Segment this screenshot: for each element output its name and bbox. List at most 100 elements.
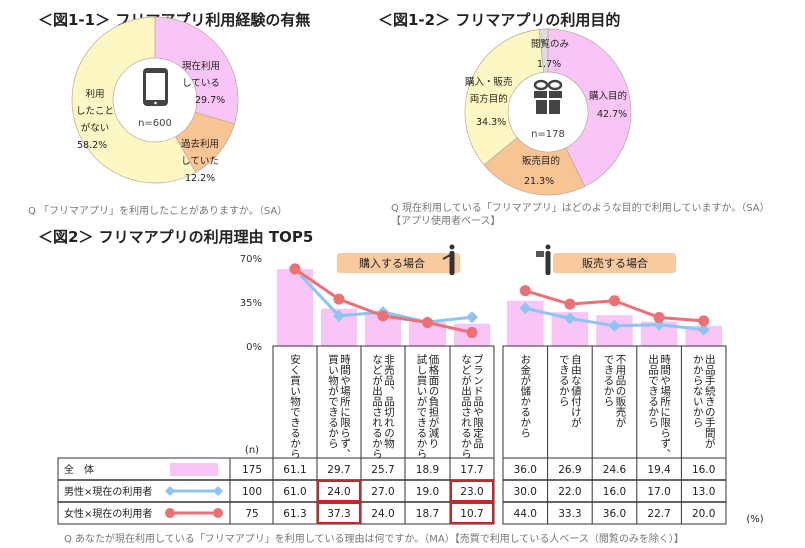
n-value: 100 xyxy=(242,486,262,498)
highlight-box xyxy=(317,480,361,502)
slice-value: 58.2% xyxy=(77,140,108,151)
slice-value: 29.7% xyxy=(195,95,226,106)
seller-person-gift-icon xyxy=(536,244,551,275)
category-label: できるから xyxy=(603,354,615,407)
category-label: 試し買いができるから xyxy=(416,353,428,460)
category-label: 自由な値付けが xyxy=(570,353,582,427)
category-label: 時間や場所に限らず、 xyxy=(659,354,671,459)
slice-label: 販売目的 xyxy=(522,156,561,167)
highlight-box xyxy=(450,502,494,524)
table-cell: 27.0 xyxy=(371,486,394,498)
table-cell: 24.0 xyxy=(371,508,394,520)
donut-slice xyxy=(538,28,549,73)
highlight-box xyxy=(450,480,494,502)
legend-circle-marker xyxy=(165,508,175,518)
point-male xyxy=(466,311,478,324)
table-cell: 29.7 xyxy=(327,464,350,476)
table-cell: 26.9 xyxy=(558,464,581,476)
slice-value: 21.3% xyxy=(524,176,555,187)
category-label: 時間や場所に限らず、 xyxy=(339,354,351,459)
fig2-caption: Q あなたが現在利用している「フリマアプリ」を利用している理由は何ですか。（MA… xyxy=(64,534,684,545)
donut-usage-experience: n=600 xyxy=(71,16,239,184)
slice-label: 閲覧のみ xyxy=(531,39,570,50)
point-female xyxy=(422,316,433,328)
table-cell: 24.0 xyxy=(327,486,350,498)
table-cell: 16.0 xyxy=(603,486,626,498)
fig2-title: ＜図2＞ フリマアプリの利用理由 TOP5 xyxy=(38,228,314,246)
slice-label: 過去利用 していた xyxy=(181,139,220,167)
fig1-2-caption-base: 【アプリ使用者ベース】 xyxy=(391,216,501,227)
point-male xyxy=(333,309,345,322)
table-cell: 18.7 xyxy=(416,508,439,520)
table-cell: 13.0 xyxy=(692,486,715,498)
donut-slice xyxy=(71,16,197,184)
point-female xyxy=(377,310,389,322)
slice-value: 1.7% xyxy=(537,59,562,70)
n-value: 175 xyxy=(242,464,262,476)
category-label: かからないから xyxy=(692,354,704,428)
point-female xyxy=(333,293,345,305)
table-cell: 61.1 xyxy=(283,464,306,476)
fig1-1-caption: Q 「フリマアプリ」を利用したことがありますか。（SA） xyxy=(28,206,288,217)
table-cell: 23.0 xyxy=(460,486,483,498)
slice-label: 利用 したこと がない xyxy=(76,89,115,134)
table-cell: 24.6 xyxy=(603,464,627,476)
table-cell: 36.0 xyxy=(514,464,537,476)
slice-value: 12.2% xyxy=(185,173,216,184)
point-male xyxy=(563,312,576,325)
point-female xyxy=(289,263,301,275)
donut-slice xyxy=(154,16,239,125)
group-badge xyxy=(553,253,676,273)
table-cell: 22.7 xyxy=(647,508,670,520)
y-tick-label: 35% xyxy=(240,298,262,309)
table-cell: 19.0 xyxy=(416,486,439,498)
group-label: 販売する場合 xyxy=(582,256,648,270)
category-label: 非売品、品切れの物 xyxy=(383,354,395,449)
table-cell: 10.7 xyxy=(460,508,483,520)
table-cell: 16.0 xyxy=(692,464,715,476)
table-cell: 44.0 xyxy=(514,508,537,520)
y-tick-label: 70% xyxy=(240,254,262,265)
donut-usage-purpose: n=178 xyxy=(464,28,632,196)
table-cell: 61.0 xyxy=(283,486,306,498)
category-label: 出品できるから xyxy=(647,353,659,428)
category-label: できるから xyxy=(558,354,570,407)
table-cell: 30.0 xyxy=(514,486,537,498)
table-cell: 18.9 xyxy=(416,464,439,476)
bar-all xyxy=(409,322,446,346)
category-label: 買い物ができるから xyxy=(327,354,339,449)
slice-label: 現在利用 している xyxy=(182,61,221,89)
point-female xyxy=(564,298,576,310)
legend-circle-marker xyxy=(213,508,223,518)
group-badge xyxy=(337,253,460,273)
gift-icon xyxy=(533,79,563,114)
slice-label: 購入・販売 両方目的 xyxy=(465,77,513,105)
donut-slice xyxy=(464,29,545,166)
fig1-2-caption: Q 現在利用している「フリマアプリ」はどのような目的で利用していますか。（SA） xyxy=(391,203,770,214)
bar-all xyxy=(685,325,722,346)
category-label: お金が儲かるから xyxy=(519,354,531,439)
buyer-person-icon xyxy=(442,244,455,275)
y-tick-label: 0% xyxy=(246,342,262,353)
slice-value: 34.3% xyxy=(476,117,507,128)
legend-diamond-marker xyxy=(165,486,175,496)
unit-label: (%) xyxy=(746,514,763,525)
n-header: (n) xyxy=(245,445,259,456)
table-cell: 22.0 xyxy=(558,486,581,498)
group-label: 購入する場合 xyxy=(359,256,425,270)
point-female xyxy=(653,311,665,323)
smartphone-icon xyxy=(143,68,168,106)
legend-diamond-marker xyxy=(213,486,223,496)
point-male xyxy=(519,302,532,315)
point-male xyxy=(697,323,710,336)
category-label: 価格面の負担が減り xyxy=(428,353,440,448)
table-cell: 17.7 xyxy=(460,464,483,476)
series-name: 女性×現在の利用者 xyxy=(64,507,152,520)
table-cell: 17.0 xyxy=(647,486,670,498)
table-cell: 20.0 xyxy=(692,508,715,520)
category-label: 安く買い物できるから xyxy=(289,353,301,460)
table-cell: 19.4 xyxy=(647,464,671,476)
table-cell: 61.3 xyxy=(283,508,306,520)
slice-value: 42.7% xyxy=(597,109,628,120)
